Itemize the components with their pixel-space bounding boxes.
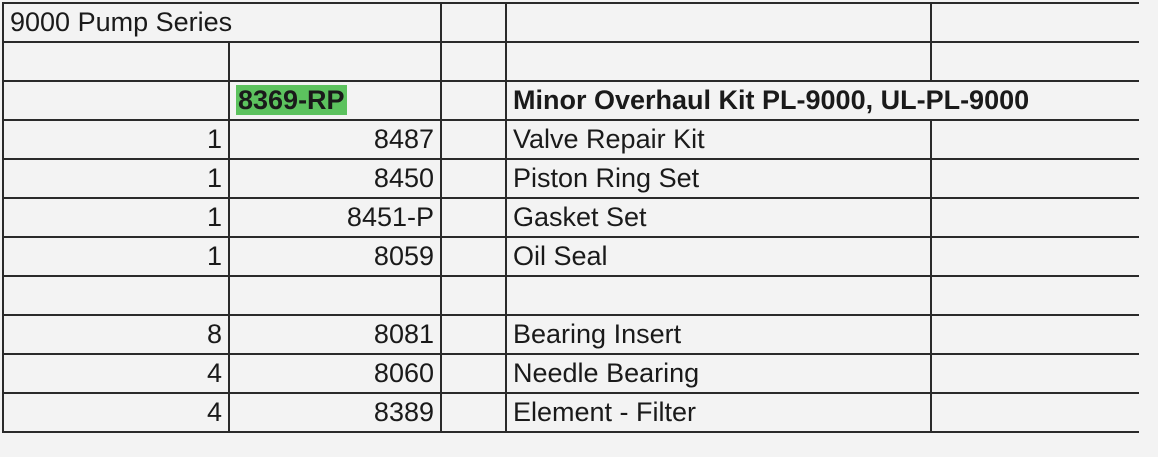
cell[interactable]	[440, 80, 507, 121]
cell[interactable]	[2, 41, 230, 82]
table-row: 8 8081 Bearing Insert	[2, 314, 1139, 355]
description-cell[interactable]: Piston Ring Set	[505, 158, 932, 199]
part-number-cell[interactable]: 8081	[228, 314, 442, 355]
cell[interactable]	[930, 158, 1139, 199]
description-cell[interactable]	[505, 275, 932, 316]
cell[interactable]	[440, 197, 507, 238]
title-cell[interactable]: 9000 Pump Series	[2, 2, 442, 43]
qty-cell[interactable]: 1	[2, 197, 230, 238]
cell[interactable]	[440, 392, 507, 433]
blank-row	[2, 41, 1139, 82]
qty-cell[interactable]: 1	[2, 236, 230, 277]
part-number-cell[interactable]: 8059	[228, 236, 442, 277]
part-number-cell[interactable]	[228, 275, 442, 316]
table-row	[2, 275, 1139, 316]
cell[interactable]	[930, 236, 1139, 277]
qty-cell[interactable]	[2, 275, 230, 316]
title-row: 9000 Pump Series	[2, 2, 1139, 43]
cell[interactable]	[930, 119, 1139, 160]
kit-part-cell[interactable]: 8369-RP	[228, 80, 442, 121]
table-row: 1 8487 Valve Repair Kit	[2, 119, 1139, 160]
qty-cell[interactable]: 8	[2, 314, 230, 355]
description-cell[interactable]: Valve Repair Kit	[505, 119, 932, 160]
description-cell[interactable]: Gasket Set	[505, 197, 932, 238]
table-row: 4 8389 Element - Filter	[2, 392, 1139, 433]
cell[interactable]	[440, 314, 507, 355]
part-number-cell[interactable]: 8451-P	[228, 197, 442, 238]
cell[interactable]	[228, 41, 442, 82]
table-row: 4 8060 Needle Bearing	[2, 353, 1139, 394]
cell[interactable]	[440, 41, 507, 82]
table-row: 1 8059 Oil Seal	[2, 236, 1139, 277]
cell[interactable]	[930, 197, 1139, 238]
cell[interactable]	[505, 41, 932, 82]
cell[interactable]	[505, 2, 932, 43]
table-row: 1 8451-P Gasket Set	[2, 197, 1139, 238]
kit-description[interactable]: Minor Overhaul Kit PL-9000, UL-PL-9000	[505, 80, 1139, 121]
cell[interactable]	[440, 353, 507, 394]
qty-cell[interactable]: 1	[2, 158, 230, 199]
parts-table: 9000 Pump Series 8369-RP Minor Overhaul …	[2, 2, 1139, 433]
description-cell[interactable]: Element - Filter	[505, 392, 932, 433]
kit-part-number: 8369-RP	[236, 85, 347, 115]
cell[interactable]	[930, 275, 1139, 316]
cell[interactable]	[2, 80, 230, 121]
cell[interactable]	[440, 2, 507, 43]
qty-cell[interactable]: 4	[2, 392, 230, 433]
qty-cell[interactable]: 1	[2, 119, 230, 160]
cell[interactable]	[930, 353, 1139, 394]
qty-cell[interactable]: 4	[2, 353, 230, 394]
cell[interactable]	[930, 392, 1139, 433]
part-number-cell[interactable]: 8060	[228, 353, 442, 394]
cell[interactable]	[930, 314, 1139, 355]
description-cell[interactable]: Bearing Insert	[505, 314, 932, 355]
part-number-cell[interactable]: 8450	[228, 158, 442, 199]
table-row: 1 8450 Piston Ring Set	[2, 158, 1139, 199]
part-number-cell[interactable]: 8487	[228, 119, 442, 160]
description-cell[interactable]: Needle Bearing	[505, 353, 932, 394]
cell[interactable]	[440, 119, 507, 160]
cell[interactable]	[930, 41, 1139, 82]
cell[interactable]	[930, 2, 1139, 43]
kit-row: 8369-RP Minor Overhaul Kit PL-9000, UL-P…	[2, 80, 1139, 121]
cell[interactable]	[440, 158, 507, 199]
cell[interactable]	[440, 236, 507, 277]
cell[interactable]	[440, 275, 507, 316]
description-cell[interactable]: Oil Seal	[505, 236, 932, 277]
part-number-cell[interactable]: 8389	[228, 392, 442, 433]
